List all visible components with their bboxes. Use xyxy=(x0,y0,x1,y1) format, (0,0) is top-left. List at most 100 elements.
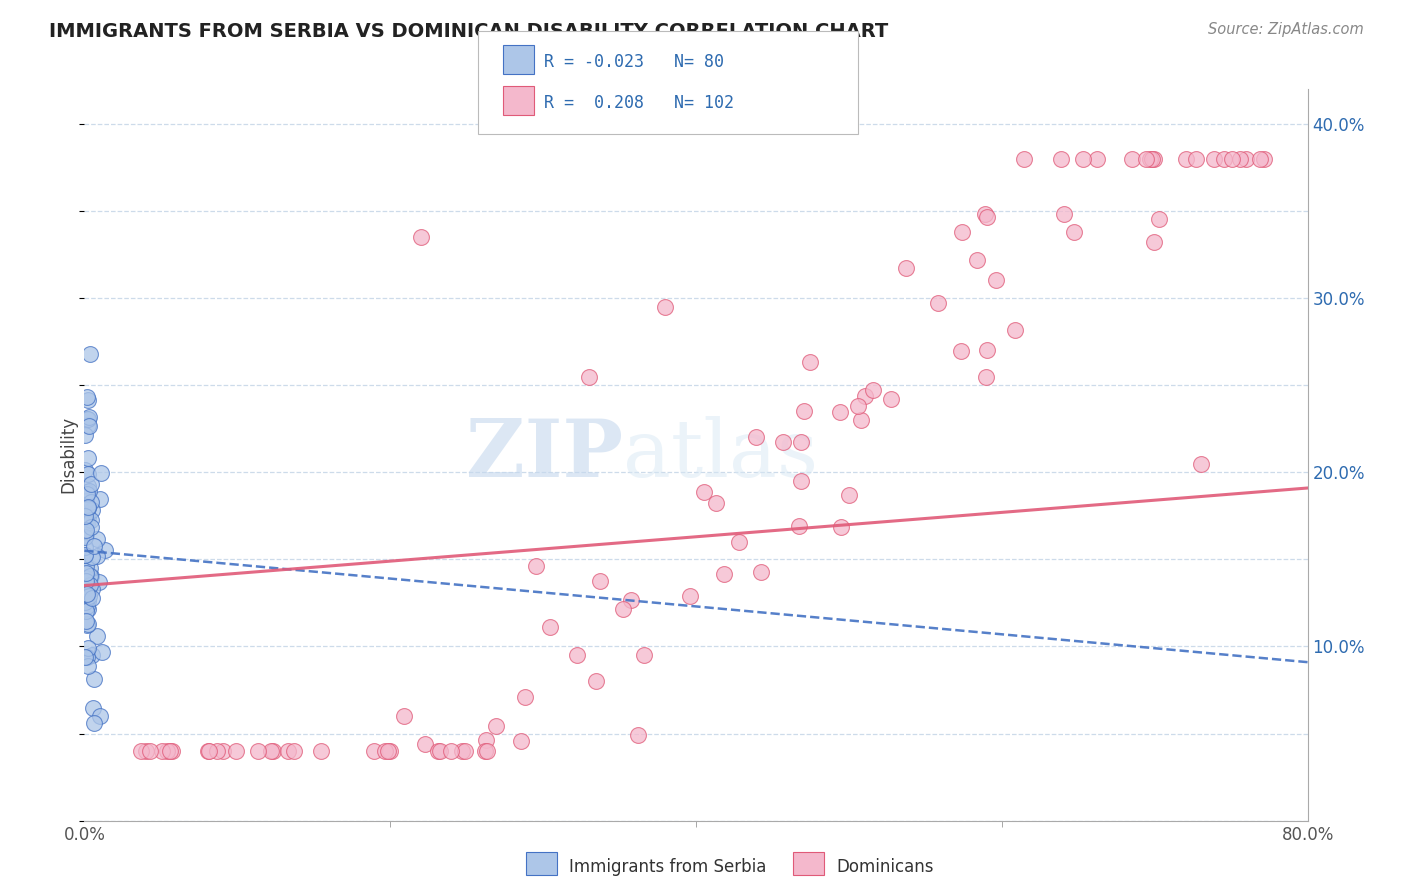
Y-axis label: Disability: Disability xyxy=(59,417,77,493)
Point xyxy=(76,510,98,524)
Point xyxy=(846,399,869,413)
Point xyxy=(1135,152,1157,166)
Point xyxy=(86,549,108,564)
Text: ZIP: ZIP xyxy=(465,416,623,494)
Point xyxy=(76,393,98,408)
Text: Immigrants from Serbia: Immigrants from Serbia xyxy=(569,858,766,876)
Point xyxy=(76,487,98,501)
Text: Source: ZipAtlas.com: Source: ZipAtlas.com xyxy=(1208,22,1364,37)
Point xyxy=(76,390,98,404)
Point xyxy=(283,744,305,758)
Point xyxy=(1052,207,1074,221)
Point xyxy=(515,690,537,704)
Point xyxy=(1229,152,1251,166)
Point xyxy=(828,404,851,418)
Point xyxy=(392,708,415,723)
Point xyxy=(1174,152,1197,166)
Point xyxy=(772,434,794,449)
Point xyxy=(80,476,103,491)
Point xyxy=(950,225,973,239)
Point xyxy=(524,558,547,573)
Point xyxy=(86,629,108,643)
Point xyxy=(156,744,179,758)
Point xyxy=(80,495,103,509)
Point xyxy=(76,467,98,482)
Point xyxy=(79,519,101,533)
Point xyxy=(77,616,100,631)
Point xyxy=(76,587,98,601)
Point xyxy=(205,744,228,758)
Point xyxy=(976,210,998,224)
Point xyxy=(853,389,876,403)
Point xyxy=(984,273,1007,287)
Point xyxy=(894,261,917,276)
Point xyxy=(862,383,884,397)
Point xyxy=(260,744,283,758)
Point xyxy=(73,428,96,442)
Point xyxy=(1189,457,1212,471)
Point xyxy=(79,569,101,583)
Point xyxy=(75,574,97,588)
Point xyxy=(75,540,97,554)
Point xyxy=(75,506,97,520)
Point xyxy=(76,659,98,673)
Point xyxy=(76,508,98,523)
Point xyxy=(1253,152,1275,166)
Point xyxy=(76,649,98,664)
Point xyxy=(80,582,103,597)
Point xyxy=(693,485,716,500)
Point xyxy=(309,744,332,758)
Point xyxy=(247,744,270,758)
Point xyxy=(1143,152,1166,166)
Text: atlas: atlas xyxy=(623,416,818,494)
Point xyxy=(485,719,508,733)
Point xyxy=(378,744,401,758)
Point xyxy=(409,230,432,244)
Point xyxy=(82,503,104,517)
Point xyxy=(77,589,100,603)
Point xyxy=(262,744,284,758)
Point xyxy=(75,591,97,606)
Point xyxy=(565,648,588,663)
Point xyxy=(129,744,152,758)
Point xyxy=(76,450,98,465)
Point xyxy=(612,602,634,616)
Point xyxy=(454,744,477,758)
Point xyxy=(745,430,768,444)
Point xyxy=(790,434,813,449)
Point xyxy=(75,513,97,527)
Point xyxy=(1071,152,1094,166)
Point xyxy=(89,491,111,506)
Point xyxy=(135,744,157,758)
Point xyxy=(73,463,96,477)
Point xyxy=(475,744,498,758)
Point xyxy=(1139,152,1161,166)
Point xyxy=(76,582,98,596)
Point xyxy=(1213,152,1236,166)
Point xyxy=(1085,152,1108,166)
Point xyxy=(212,744,235,758)
Point xyxy=(83,539,105,553)
Point xyxy=(439,744,461,758)
Point xyxy=(75,604,97,618)
Point xyxy=(588,574,610,588)
Point xyxy=(77,419,100,434)
Point xyxy=(77,500,100,515)
Point xyxy=(654,300,676,314)
Point xyxy=(633,648,655,663)
Point xyxy=(727,535,749,549)
Point xyxy=(73,548,96,562)
Point xyxy=(75,524,97,538)
Point xyxy=(1220,152,1243,166)
Point xyxy=(1063,225,1085,239)
Point xyxy=(77,410,100,425)
Point xyxy=(75,528,97,542)
Point xyxy=(974,207,997,221)
Point xyxy=(1121,152,1143,166)
Point xyxy=(75,494,97,508)
Point xyxy=(1050,152,1073,166)
Point xyxy=(880,392,903,406)
Point xyxy=(713,566,735,581)
Point xyxy=(77,417,100,432)
Point xyxy=(197,744,219,758)
